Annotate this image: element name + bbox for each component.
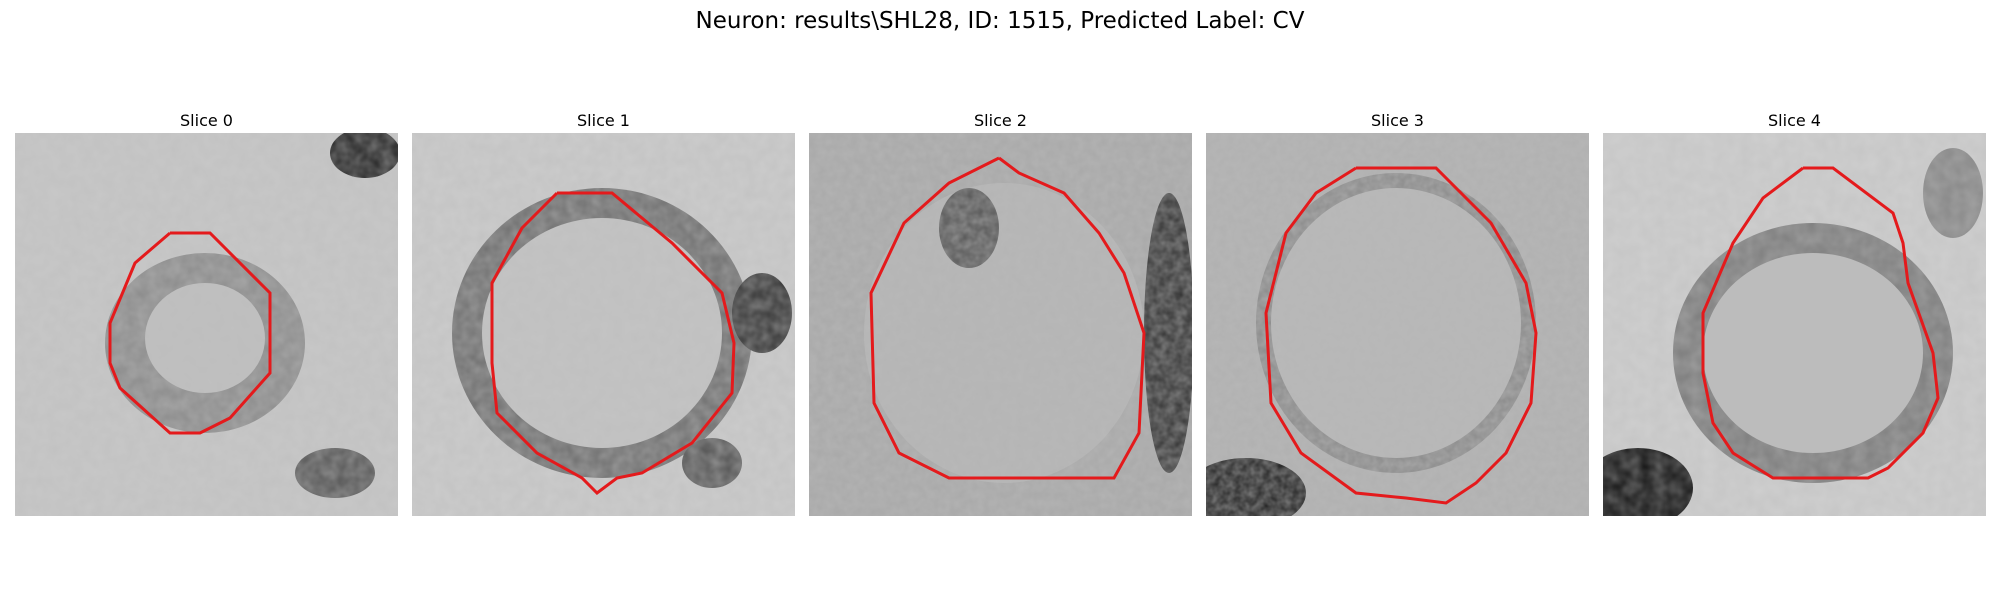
- slice-label-3: Slice 3: [1371, 111, 1424, 130]
- segmentation-contour: [869, 156, 1146, 480]
- slice-panel-0: Slice 0: [15, 110, 398, 516]
- slice-panel-2: Slice 2: [809, 110, 1192, 516]
- segmentation-contour: [490, 191, 736, 495]
- slice-label-2: Slice 2: [974, 111, 1027, 130]
- slice-label-4: Slice 4: [1768, 111, 1821, 130]
- slice-image-0: [15, 133, 398, 516]
- slice-panel-3: Slice 3: [1206, 110, 1589, 516]
- segmentation-contour: [1264, 166, 1538, 505]
- slice-image-3: [1206, 133, 1589, 516]
- slice-label-1: Slice 1: [577, 111, 630, 130]
- slice-image-2: [809, 133, 1192, 516]
- segmentation-contour: [108, 231, 272, 435]
- slice-image-1: [412, 133, 795, 516]
- slice-panel-1: Slice 1: [412, 110, 795, 516]
- slice-image-4: [1603, 133, 1986, 516]
- slice-label-0: Slice 0: [180, 111, 233, 130]
- figure-title: Neuron: results\SHL28, ID: 1515, Predict…: [695, 8, 1305, 34]
- segmentation-contour: [1701, 166, 1940, 480]
- slice-panel-4: Slice 4: [1603, 110, 1986, 516]
